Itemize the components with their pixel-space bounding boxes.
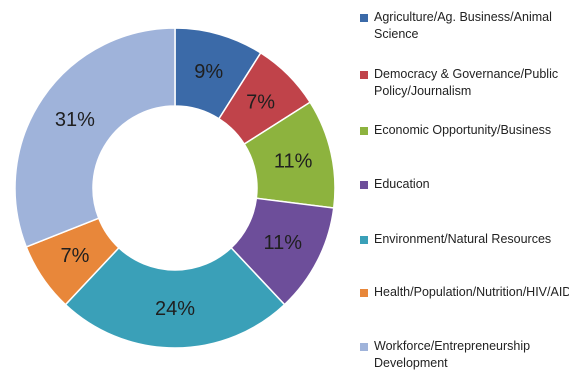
donut-chart: 9% 7% 11% 11% 24% 7% 31% [14, 27, 336, 349]
slice-value-label: 7% [246, 91, 275, 113]
donut-slice [64, 246, 286, 349]
legend-swatch [360, 181, 368, 189]
legend-swatch [360, 343, 368, 351]
legend-label: Education [374, 177, 430, 191]
legend-swatch [360, 71, 368, 79]
slice-value-label: 9% [194, 61, 223, 83]
legend-swatch [360, 127, 368, 135]
legend-label: Environment/Natural Resources [374, 232, 552, 246]
slice-value-label: 11% [274, 151, 313, 173]
legend-swatch [360, 14, 368, 22]
legend-label: Economic Opportunity/Business [374, 123, 552, 137]
slice-value-label: 31% [55, 109, 95, 131]
legend-swatch [360, 236, 368, 244]
legend-swatch [360, 289, 368, 297]
slice-value-label: 7% [60, 245, 89, 267]
slice-value-label: 11% [264, 232, 303, 254]
legend: Agriculture/Ag. Business/Animal Science … [360, 0, 569, 375]
donut-slice [14, 27, 176, 248]
legend-label: Democracy & Governance/Public Policy/Jou… [374, 67, 559, 98]
legend-label: Workforce/Entrepreneurship Development [374, 339, 531, 370]
legend-label: Agriculture/Ag. Business/Animal Science [374, 10, 552, 41]
legend-label: Health/Population/Nutrition/HIV/AIDS [374, 285, 569, 299]
slice-value-label: 24% [155, 298, 195, 320]
